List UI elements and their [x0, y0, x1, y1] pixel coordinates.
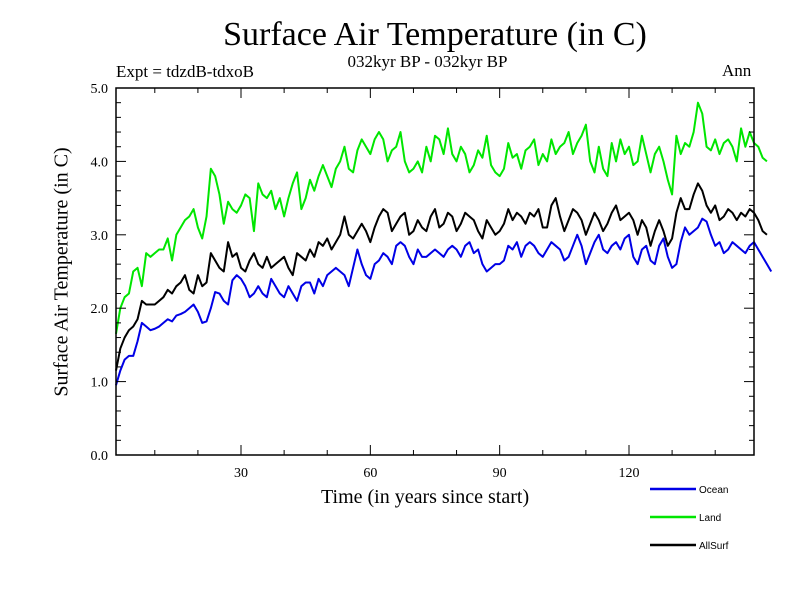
chart-title: Surface Air Temperature (in C) [223, 16, 647, 53]
y-tick-label: 2.0 [91, 302, 109, 317]
y-tick-label: 3.0 [91, 229, 109, 244]
series-line-ocean [115, 217, 773, 386]
x-tick-label: 120 [618, 466, 639, 481]
series-line-allsurf [115, 182, 768, 371]
series-line-land [115, 101, 768, 335]
y-tick-label: 4.0 [91, 155, 109, 170]
season-label: Ann [722, 61, 752, 80]
x-tick-label: 60 [363, 466, 377, 481]
y-tick-label: 1.0 [91, 376, 109, 391]
series-layer [115, 101, 773, 386]
x-tick-label: 90 [493, 466, 507, 481]
x-tick-label: 30 [234, 466, 248, 481]
axes-layer: 0.0 1.0 2.0 3.0 4.0 5.0 30 60 90 120 [91, 82, 754, 481]
y-tick-label: 5.0 [91, 82, 109, 97]
plot-frame [115, 87, 755, 456]
chart-subtitle: 032kyr BP - 032kyr BP [347, 52, 508, 71]
x-axis-label: Time (in years since start) [321, 486, 530, 508]
legend-label-ocean: Ocean [699, 485, 728, 496]
legend-label-allsurf: AllSurf [699, 541, 729, 552]
legend-label-land: Land [699, 513, 721, 524]
experiment-label: Expt = tdzdB-tdxoB [116, 62, 255, 81]
y-tick-label: 0.0 [91, 449, 109, 464]
legend: Ocean Land AllSurf [650, 485, 729, 552]
